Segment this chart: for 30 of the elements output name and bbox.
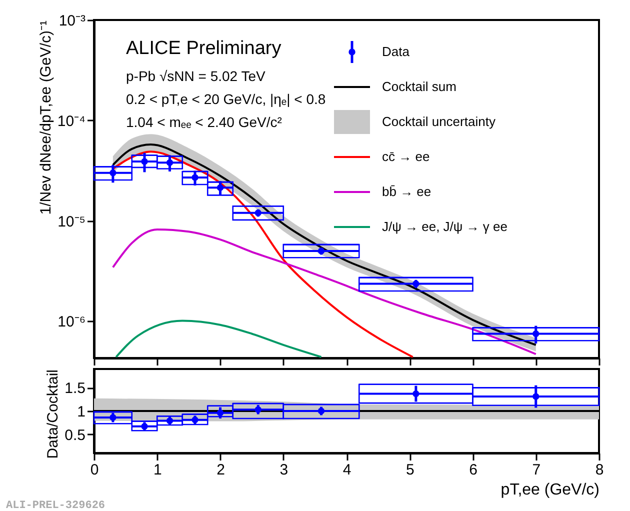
legend-label: Data	[382, 44, 410, 59]
annotation: p-Pb √sNN = 5.02 TeV	[126, 68, 266, 84]
y-axis-title: 1/Nev dNee/dpT,ee (GeV/c)⁻¹	[37, 20, 54, 215]
annotation: 0.2 < pT,e < 20 GeV/c, |ηₑ| < 0.8	[126, 91, 326, 107]
legend-label: bb̄ → ee	[382, 184, 432, 199]
y-tick-label: 10⁻⁵	[58, 213, 86, 230]
annotation: 1.04 < mₑₑ < 2.40 GeV/c²	[126, 114, 282, 130]
x-tick-label: 3	[280, 462, 288, 478]
x-axis-title: pT,ee (GeV/c)	[500, 482, 600, 498]
annotation: Cocktail uncertainty	[382, 114, 496, 129]
x-tick-label: 0	[90, 462, 99, 478]
x-tick-label: 7	[532, 462, 541, 478]
text: ALI-PREL-329626	[6, 500, 106, 511]
x-tick-label: 6	[469, 462, 478, 478]
x-tick-label: 1	[153, 462, 162, 478]
legend-label: cc̄ → ee	[382, 149, 430, 164]
y-tick-label: 0.5	[64, 426, 86, 444]
y-tick-label: 1.5	[64, 380, 86, 398]
y-tick-label: 10⁻³	[58, 12, 86, 30]
y-axis-title: Data/Cocktail	[44, 370, 62, 459]
y-tick-label: 10⁻⁶	[58, 314, 86, 331]
x-tick-label: 2	[216, 462, 225, 478]
x-tick-label: 5	[406, 462, 414, 478]
legend-label: Cocktail sum	[382, 79, 456, 94]
annotation: ALICE Preliminary	[126, 38, 282, 59]
legend-label: J/ψ → ee, J/ψ → γ ee	[382, 219, 508, 234]
x-tick-label: 8	[595, 462, 604, 478]
x-tick-label: 4	[342, 462, 352, 478]
y-tick-label: 10⁻⁴	[57, 112, 86, 130]
y-tick-label: 1	[77, 404, 86, 420]
